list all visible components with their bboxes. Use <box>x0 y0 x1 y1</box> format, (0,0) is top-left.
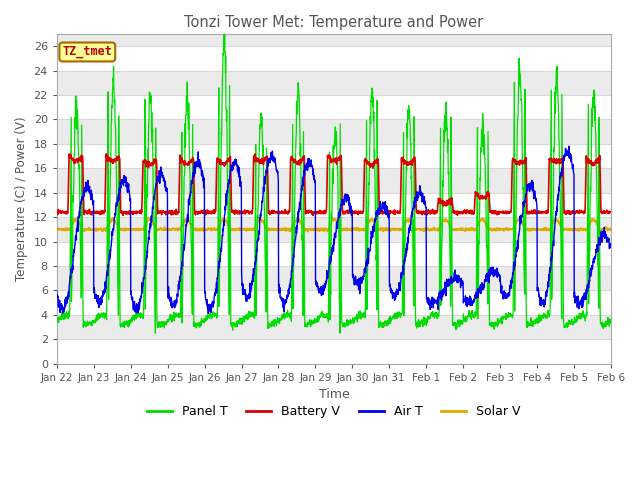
Text: TZ_tmet: TZ_tmet <box>62 46 112 59</box>
Bar <box>57 193 611 217</box>
Bar <box>57 46 611 71</box>
Y-axis label: Temperature (C) / Power (V): Temperature (C) / Power (V) <box>15 117 28 281</box>
Bar <box>57 241 611 266</box>
X-axis label: Time: Time <box>319 388 349 401</box>
Bar <box>57 290 611 315</box>
Title: Tonzi Tower Met: Temperature and Power: Tonzi Tower Met: Temperature and Power <box>184 15 483 30</box>
Bar <box>57 339 611 364</box>
Legend: Panel T, Battery V, Air T, Solar V: Panel T, Battery V, Air T, Solar V <box>142 400 526 423</box>
Bar <box>57 95 611 120</box>
Bar <box>57 144 611 168</box>
